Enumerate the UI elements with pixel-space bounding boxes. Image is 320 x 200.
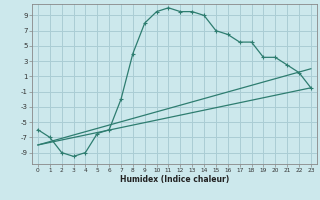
X-axis label: Humidex (Indice chaleur): Humidex (Indice chaleur) — [120, 175, 229, 184]
